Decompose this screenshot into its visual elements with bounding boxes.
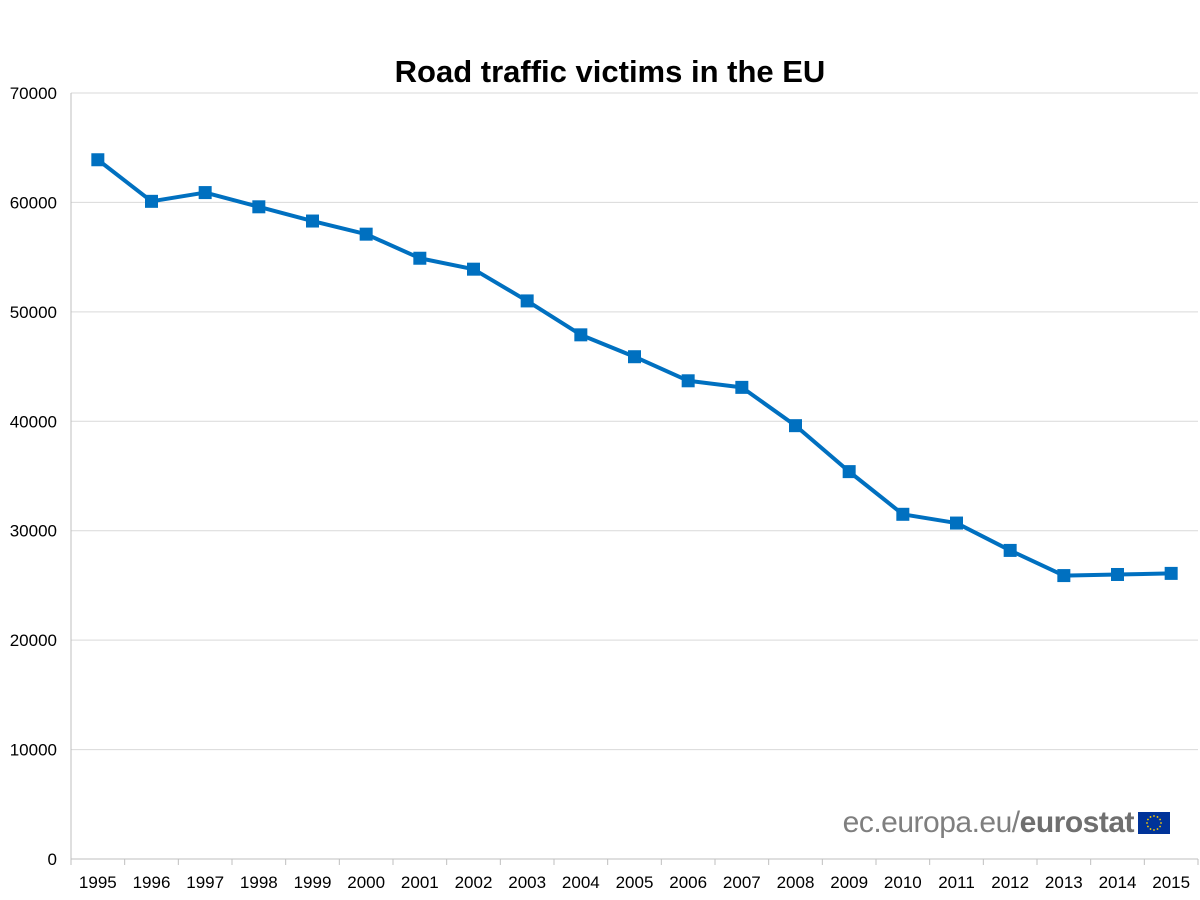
x-tick-label: 1997 [186, 873, 224, 892]
y-axis-ticks: 0 10000 20000 30000 40000 50000 60000 70000 [10, 84, 57, 869]
x-tick-label: 2003 [508, 873, 546, 892]
y-tick-label: 20000 [10, 631, 57, 650]
y-tick-label: 50000 [10, 303, 57, 322]
x-tick-label: 1996 [133, 873, 171, 892]
data-point-marker [735, 380, 749, 394]
data-point-marker [306, 214, 319, 228]
data-point-marker [681, 374, 695, 388]
data-point-marker [628, 350, 641, 364]
data-point-marker [252, 200, 266, 214]
x-tick-label: 2010 [884, 873, 922, 892]
source-prefix: ec.europa.eu/ [842, 806, 1020, 839]
x-tick-label: 2002 [455, 873, 493, 892]
x-tick-label: 2009 [830, 873, 868, 892]
x-tick-label: 2000 [347, 873, 385, 892]
data-point-marker [1164, 566, 1178, 580]
data-point-marker [145, 194, 158, 208]
x-tick-label: 2007 [723, 873, 761, 892]
axes [70, 93, 1199, 865]
x-tick-label: 2011 [938, 873, 975, 892]
data-point-marker [359, 227, 373, 241]
data-point-marker [413, 251, 427, 265]
y-tick-label: 30000 [10, 522, 57, 541]
x-tick-label: 2004 [562, 873, 600, 892]
y-tick-label: 60000 [10, 193, 57, 212]
data-point-marker [520, 294, 534, 308]
data-point-marker [198, 186, 212, 200]
chart-title: Road traffic victims in the EU [395, 54, 826, 89]
x-tick-label: 2013 [1045, 873, 1083, 892]
data-point-marker [574, 328, 588, 342]
data-point-marker [896, 507, 910, 521]
x-tick-label: 1995 [79, 873, 117, 892]
x-tick-label: 2015 [1152, 873, 1190, 892]
x-tick-label: 1998 [240, 873, 278, 892]
gridlines [71, 92, 1198, 751]
data-point-marker [1111, 567, 1124, 581]
data-point-marker [950, 516, 963, 530]
data-point-marker [1057, 569, 1071, 583]
eu-flag-icon [1138, 812, 1170, 834]
source-text: ec.europa.eu/eurostat [842, 806, 1135, 840]
series-line [96, 158, 1172, 578]
x-axis-ticks: 1995 1996 1997 1998 1999 2000 2001 2002 2003 2004… [79, 873, 1190, 892]
x-tick-label: 2001 [401, 873, 439, 892]
x-tick-label: 2006 [669, 873, 707, 892]
x-tick-label: 2014 [1099, 873, 1137, 892]
data-point-marker [467, 262, 480, 276]
x-tick-label: 2005 [616, 873, 654, 892]
x-tick-label: 1999 [294, 873, 332, 892]
source-credit: ec.europa.eu/eurostat [843, 806, 1170, 840]
source-brand: eurostat [1019, 806, 1135, 839]
y-tick-label: 70000 [10, 84, 57, 103]
series [91, 153, 1178, 583]
data-point-marker [789, 419, 802, 433]
y-tick-label: 0 [48, 850, 57, 869]
x-tick-label: 2012 [991, 873, 1029, 892]
data-point-marker [842, 465, 856, 479]
x-tick-label: 2008 [777, 873, 815, 892]
y-tick-label: 10000 [10, 741, 57, 760]
y-tick-label: 40000 [10, 412, 57, 431]
data-point-marker [1003, 543, 1017, 557]
data-point-marker [91, 153, 105, 167]
